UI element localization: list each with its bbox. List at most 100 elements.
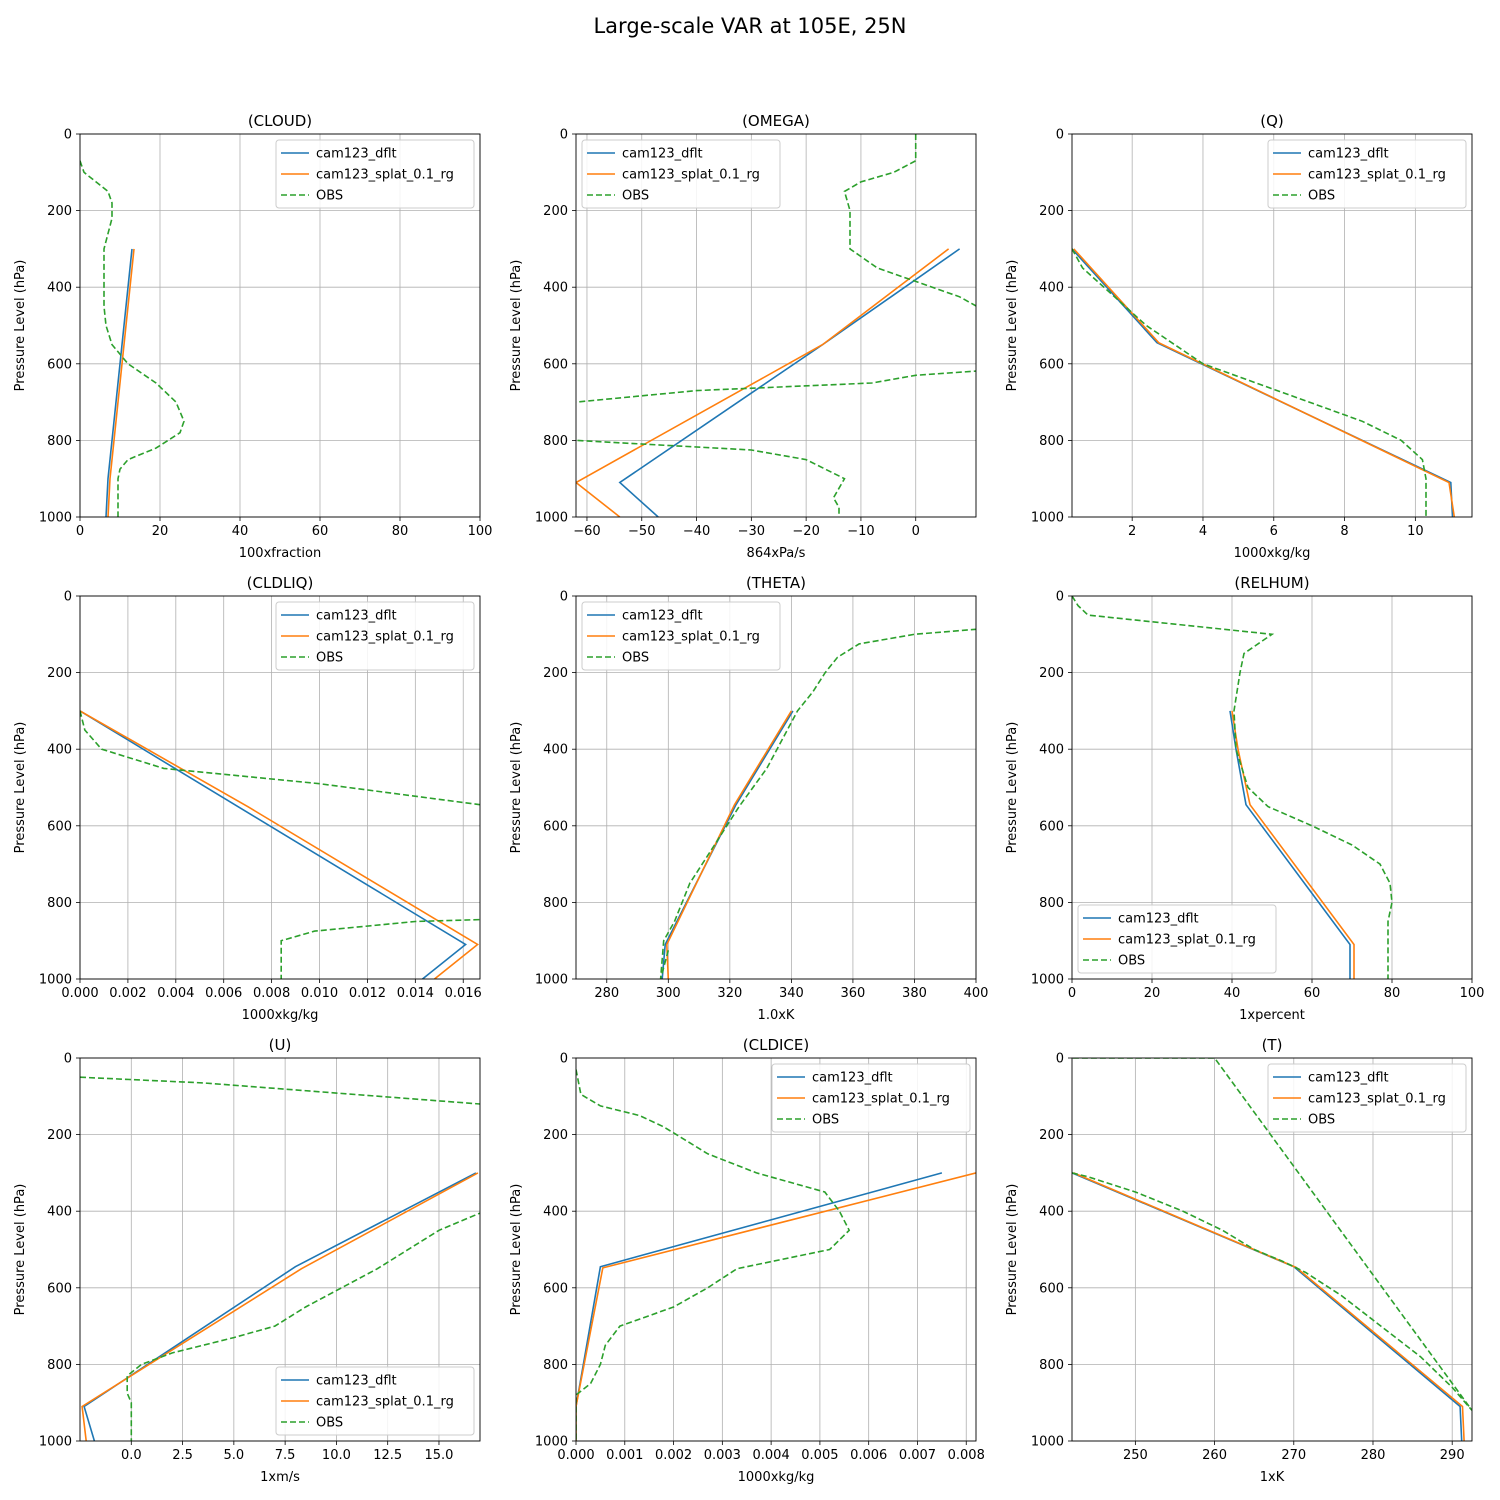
- plot-frame: [1071, 595, 1473, 980]
- subplot-title: (Q): [1260, 112, 1284, 130]
- y-tick-label: 1000: [1031, 973, 1064, 988]
- y-tick-label: 1000: [1031, 1435, 1064, 1450]
- x-tick-label: 0.004: [753, 1448, 790, 1463]
- y-tick-label: 200: [47, 1128, 72, 1143]
- legend-label: OBS: [1308, 1113, 1335, 1128]
- y-axis-label: Pressure Level (hPa): [13, 722, 28, 854]
- legend: cam123_dflt cam123_splat_0.1_rg OBS: [581, 139, 781, 209]
- y-tick-label: 1000: [39, 511, 72, 526]
- x-tick-label: 15.0: [424, 1448, 453, 1463]
- x-tick-label: 0.008: [948, 1448, 985, 1463]
- y-tick-label: 600: [543, 819, 568, 834]
- x-tick-label: 0.008: [253, 986, 290, 1001]
- x-tick-label: 400: [964, 986, 989, 1001]
- legend-label: OBS: [316, 1416, 343, 1431]
- y-tick-label: 600: [543, 1281, 568, 1296]
- subplot-relhum: 0 20 40 60 80 10002004006008001000(RELHUM)1xp…: [1005, 574, 1484, 1023]
- y-tick-label: 800: [543, 434, 568, 449]
- y-axis-label: Pressure Level (hPa): [1005, 260, 1020, 392]
- figure-title: Large-scale VAR at 105E, 25N: [593, 14, 907, 38]
- series-line-cam123_splat_0.1_rg: [1073, 1172, 1465, 1441]
- x-tick-label: 280: [1361, 1448, 1386, 1463]
- legend: cam123_dflt cam123_splat_0.1_rg OBS: [1077, 904, 1277, 974]
- legend-box: [1077, 904, 1277, 974]
- y-tick-label: 400: [47, 743, 72, 758]
- y-tick-label: 200: [543, 1128, 568, 1143]
- y-tick-label: 800: [543, 1358, 568, 1373]
- x-axis-label: 1xK: [1260, 1470, 1285, 1485]
- series-line-cam123_dflt: [1072, 1172, 1463, 1441]
- x-tick-label: 20: [152, 524, 169, 539]
- series-line-cam123_splat_0.1_rg: [107, 248, 135, 517]
- subplot-omega: −60 −50 −40 −30 −20 −10 0 0 200 400 600 800 1000 (OME…: [509, 112, 977, 561]
- y-tick-label: 1000: [1031, 511, 1064, 526]
- subplot-cldice: 0.000 0.001 0.002 0.003 0.004 0.005 0.006 0.007…: [509, 1036, 985, 1485]
- plot-frame: [1071, 133, 1473, 518]
- x-tick-label: 4: [1199, 524, 1207, 539]
- subplot-title: (T): [1262, 1036, 1283, 1054]
- series-line-cam123_dflt: [105, 248, 133, 517]
- subplot-title: (THETA): [746, 574, 806, 592]
- x-tick-label: 380: [902, 986, 927, 1001]
- series-line-OBS: [1072, 596, 1393, 979]
- legend: cam123_dflt cam123_splat_0.1_rg OBS: [275, 1366, 475, 1436]
- legend-box: [581, 139, 781, 209]
- y-tick-label: 800: [543, 896, 568, 911]
- x-tick-label: 280: [594, 986, 619, 1001]
- legend-box: [771, 1063, 971, 1133]
- y-tick-label: 0: [1056, 590, 1064, 605]
- series-line-cam123_splat_0.1_rg: [576, 248, 950, 517]
- y-tick-label: 600: [47, 357, 72, 372]
- y-tick-label: 400: [1039, 1205, 1064, 1220]
- series-line-OBS: [659, 628, 976, 979]
- x-tick-label: 270: [1281, 1448, 1306, 1463]
- x-tick-label: 0.001: [606, 1448, 643, 1463]
- legend-box: [275, 139, 475, 209]
- legend-box: [275, 1366, 475, 1436]
- plot-frame: [79, 1057, 481, 1442]
- legend-label: cam123_splat_0.1_rg: [316, 168, 454, 183]
- legend-label: OBS: [622, 651, 649, 666]
- legend-label: cam123_dflt: [316, 147, 397, 162]
- y-tick-label: 1000: [535, 1435, 568, 1450]
- x-axis-label: 1000xkg/kg: [242, 1008, 319, 1023]
- x-tick-label: 80: [392, 524, 409, 539]
- x-tick-label: 10.0: [322, 1448, 351, 1463]
- legend-label: OBS: [1118, 954, 1145, 969]
- y-tick-label: 200: [543, 666, 568, 681]
- x-tick-label: 0.006: [205, 986, 242, 1001]
- y-tick-label: 400: [47, 1205, 72, 1220]
- legend-label: cam123_dflt: [812, 1071, 893, 1086]
- subplot-title: (CLDLIQ): [247, 574, 314, 592]
- plot-frame: [79, 133, 481, 518]
- legend-box: [1267, 139, 1467, 209]
- series-line-OBS: [576, 1069, 851, 1441]
- subplot-title: (RELHUM): [1234, 574, 1309, 592]
- subplot-title: (OMEGA): [742, 112, 810, 130]
- x-tick-label: 20: [1144, 986, 1161, 1001]
- series-line-cam123_splat_0.1_rg: [665, 710, 793, 979]
- legend-label: OBS: [316, 189, 343, 204]
- x-tick-label: 360: [841, 986, 866, 1001]
- x-tick-label: 60: [312, 524, 329, 539]
- x-tick-label: 0.000: [557, 1448, 594, 1463]
- x-tick-label: 8: [1340, 524, 1348, 539]
- x-tick-label: 60: [1304, 986, 1321, 1001]
- y-tick-label: 400: [543, 281, 568, 296]
- x-tick-label: 80: [1384, 986, 1401, 1001]
- legend-label: OBS: [316, 651, 343, 666]
- y-tick-label: 200: [543, 204, 568, 219]
- plot-frame: [575, 1057, 977, 1442]
- x-tick-label: 320: [717, 986, 742, 1001]
- x-tick-label: 300: [656, 986, 681, 1001]
- x-tick-label: 0.007: [899, 1448, 936, 1463]
- y-tick-label: 0: [560, 590, 568, 605]
- x-tick-label: 0.002: [109, 986, 146, 1001]
- x-tick-label: −20: [792, 524, 819, 539]
- x-axis-label: 1000xkg/kg: [1234, 546, 1311, 561]
- x-tick-label: 0.002: [655, 1448, 692, 1463]
- y-tick-label: 0: [1056, 128, 1064, 143]
- x-tick-label: 2: [1128, 524, 1136, 539]
- x-tick-label: 100: [468, 524, 493, 539]
- legend: cam123_dflt cam123_splat_0.1_rg OBS: [1267, 139, 1467, 209]
